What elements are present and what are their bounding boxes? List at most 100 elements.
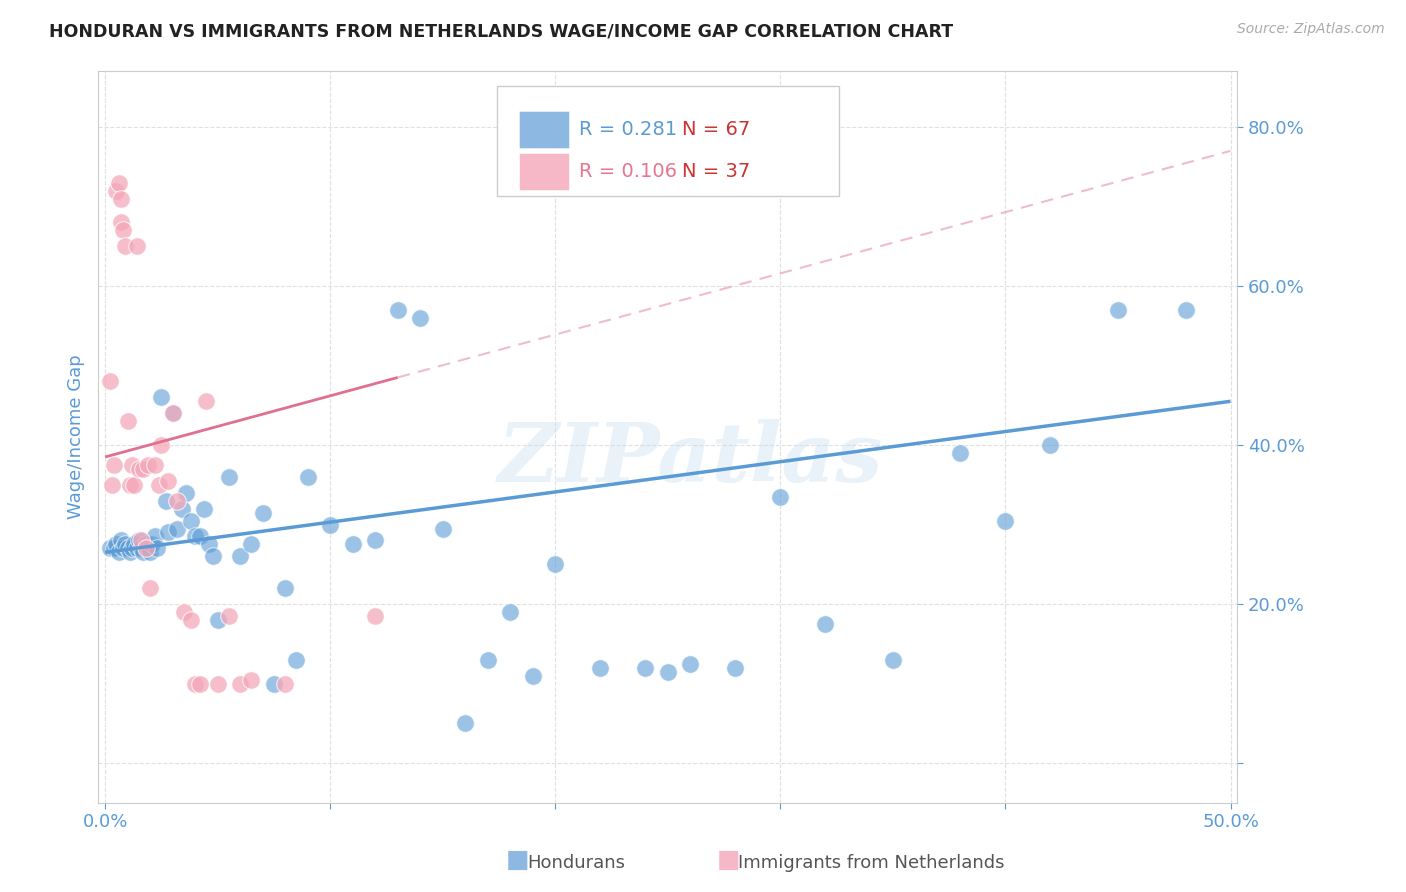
Point: [263, 676, 285, 690]
Point: [170, 501, 193, 516]
Text: R = 0.106: R = 0.106: [579, 161, 678, 181]
Point: [110, 192, 132, 206]
Point: [166, 493, 188, 508]
Point: [128, 533, 150, 548]
Point: [342, 537, 364, 551]
Point: [522, 668, 544, 682]
Point: [124, 537, 146, 551]
Point: [184, 529, 207, 543]
Point: [146, 541, 169, 556]
Point: [139, 581, 162, 595]
Point: [1039, 438, 1062, 452]
Point: [180, 613, 202, 627]
Point: [105, 184, 128, 198]
Text: R = 0.281: R = 0.281: [579, 120, 678, 139]
Text: ■: ■: [506, 848, 530, 872]
Point: [143, 529, 166, 543]
Point: [112, 223, 135, 237]
Text: Source: ZipAtlas.com: Source: ZipAtlas.com: [1237, 22, 1385, 37]
Text: Immigrants from Netherlands: Immigrants from Netherlands: [738, 855, 1005, 872]
Point: [117, 541, 139, 556]
Point: [188, 676, 211, 690]
Point: [125, 239, 148, 253]
Point: [207, 613, 229, 627]
Point: [148, 477, 170, 491]
Point: [285, 653, 308, 667]
Point: [114, 239, 136, 253]
Point: [121, 541, 143, 556]
Point: [188, 529, 211, 543]
FancyBboxPatch shape: [519, 111, 569, 148]
Point: [121, 458, 143, 472]
Point: [117, 414, 139, 428]
Point: [110, 533, 132, 548]
Point: [193, 501, 215, 516]
Point: [240, 537, 263, 551]
Point: [132, 545, 155, 559]
Point: [197, 537, 219, 551]
Point: [184, 676, 207, 690]
Point: [132, 462, 155, 476]
Point: [107, 545, 129, 559]
Point: [114, 537, 136, 551]
Text: ■: ■: [717, 848, 741, 872]
Point: [454, 716, 477, 731]
Point: [274, 581, 297, 595]
Point: [157, 474, 180, 488]
Point: [98, 375, 121, 389]
Point: [135, 541, 157, 556]
Point: [180, 514, 202, 528]
Point: [207, 676, 229, 690]
FancyBboxPatch shape: [519, 153, 569, 190]
Point: [1174, 302, 1197, 317]
Point: [103, 541, 125, 556]
Point: [814, 616, 837, 631]
Point: [101, 477, 124, 491]
Text: Hondurans: Hondurans: [527, 855, 626, 872]
Point: [724, 660, 747, 674]
Point: [634, 660, 657, 674]
Point: [240, 673, 263, 687]
Point: [432, 521, 454, 535]
Text: N = 67: N = 67: [682, 120, 749, 139]
Point: [173, 605, 195, 619]
Point: [319, 517, 342, 532]
Point: [252, 506, 274, 520]
Point: [657, 665, 679, 679]
Point: [544, 558, 567, 572]
Point: [174, 485, 197, 500]
Point: [589, 660, 612, 674]
Point: [882, 653, 904, 667]
Point: [107, 176, 129, 190]
Point: [166, 521, 188, 535]
Point: [274, 676, 297, 690]
Point: [162, 406, 184, 420]
Point: [150, 390, 173, 404]
Y-axis label: Wage/Income Gap: Wage/Income Gap: [66, 355, 84, 519]
Point: [105, 537, 128, 551]
Point: [364, 533, 387, 548]
Point: [110, 215, 132, 229]
Point: [125, 541, 148, 556]
Point: [136, 458, 159, 472]
Point: [118, 477, 141, 491]
Point: [218, 609, 240, 624]
Point: [124, 477, 146, 491]
Point: [150, 438, 173, 452]
Text: HONDURAN VS IMMIGRANTS FROM NETHERLANDS WAGE/INCOME GAP CORRELATION CHART: HONDURAN VS IMMIGRANTS FROM NETHERLANDS …: [49, 22, 953, 40]
Point: [679, 657, 702, 671]
Point: [364, 609, 387, 624]
Point: [135, 537, 157, 551]
Point: [128, 462, 150, 476]
Point: [218, 470, 240, 484]
Point: [769, 490, 792, 504]
Point: [141, 537, 163, 551]
Point: [387, 302, 409, 317]
Point: [129, 541, 152, 556]
Point: [162, 406, 184, 420]
Point: [229, 676, 252, 690]
Text: N = 37: N = 37: [682, 161, 749, 181]
Point: [229, 549, 252, 564]
Point: [949, 446, 972, 460]
FancyBboxPatch shape: [498, 86, 839, 195]
